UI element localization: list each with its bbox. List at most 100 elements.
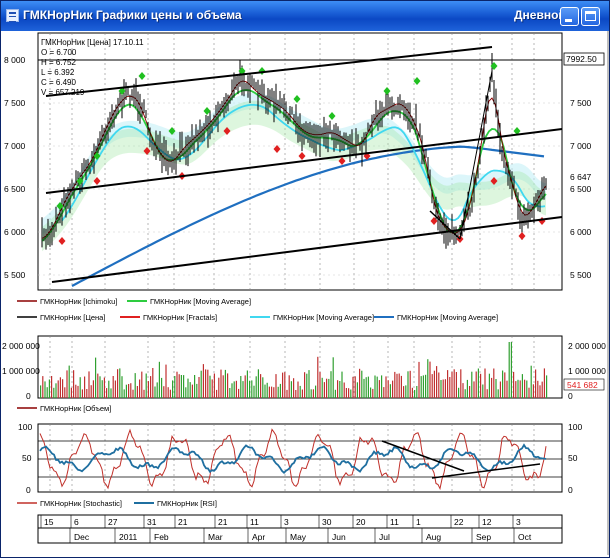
volume-bar bbox=[70, 387, 72, 398]
volume-bar bbox=[299, 385, 301, 398]
volume-bar bbox=[407, 371, 409, 398]
info-line-0: ГМКНорНик [Цена] 17.10.11 bbox=[41, 38, 144, 47]
volume-bar bbox=[365, 377, 367, 398]
price-tick-left-1: 7 500 bbox=[4, 98, 26, 108]
osc-trendline-down[interactable] bbox=[381, 440, 465, 472]
volume-bar bbox=[200, 370, 202, 398]
volume-bar bbox=[436, 366, 438, 398]
volume-bar bbox=[68, 365, 70, 398]
time-month-label: Sep bbox=[476, 532, 491, 542]
fractal-up-marker bbox=[328, 112, 336, 120]
volume-bar bbox=[546, 375, 548, 398]
volume-bar bbox=[211, 379, 213, 398]
title-bar[interactable]: ГМКНорНик Графики цены и объема Дневной bbox=[1, 1, 609, 31]
period-label[interactable]: Дневной bbox=[514, 8, 566, 22]
volume-bar bbox=[359, 368, 361, 398]
volume-bar bbox=[202, 364, 204, 398]
volume-bar bbox=[480, 373, 482, 398]
volume-bar bbox=[396, 373, 398, 398]
trend-line-upper[interactable] bbox=[45, 46, 493, 97]
trend-line-up-short[interactable] bbox=[459, 70, 493, 240]
volume-bar bbox=[145, 373, 147, 398]
volume-tick-right-2: 0 bbox=[568, 391, 573, 401]
volume-bar bbox=[282, 372, 284, 398]
fractal-down-marker bbox=[490, 177, 498, 185]
volume-bar bbox=[460, 369, 462, 398]
volume-bar bbox=[462, 383, 464, 398]
osc-trendline-up[interactable] bbox=[431, 463, 541, 479]
volume-bar bbox=[310, 389, 312, 398]
volume-bar bbox=[420, 376, 422, 398]
price-tick-right-3: 6 000 bbox=[570, 227, 592, 237]
time-month-label: May bbox=[290, 532, 307, 542]
time-day-label: 1 bbox=[416, 517, 421, 527]
volume-bar bbox=[319, 372, 321, 398]
volume-bar bbox=[495, 379, 497, 398]
trend-line-lower[interactable] bbox=[51, 216, 563, 283]
fractal-up-marker bbox=[168, 127, 176, 135]
volume-bar bbox=[121, 376, 123, 398]
fractal-up-marker bbox=[56, 202, 64, 210]
time-month-label: Dec bbox=[74, 532, 90, 542]
volume-bar bbox=[447, 370, 449, 398]
volume-bar bbox=[488, 373, 490, 398]
price-tick-left-3: 6 500 bbox=[4, 184, 26, 194]
volume-bar bbox=[136, 386, 138, 398]
volume-bar bbox=[264, 384, 266, 398]
fractal-down-marker bbox=[518, 232, 526, 240]
volume-bar bbox=[279, 383, 281, 398]
volume-bar bbox=[515, 381, 517, 398]
volume-bar bbox=[174, 376, 176, 398]
volume-bar bbox=[367, 376, 369, 398]
volume-bar bbox=[416, 386, 418, 398]
volume-bar bbox=[216, 389, 218, 398]
time-day-label: 3 bbox=[284, 517, 289, 527]
trend-line-down-short[interactable] bbox=[429, 210, 461, 240]
osc-tick-right-1: 50 bbox=[568, 453, 578, 463]
volume-bar bbox=[73, 370, 75, 398]
price-tick-left-4: 6 000 bbox=[4, 227, 26, 237]
volume-bar bbox=[403, 386, 405, 398]
volume-bar bbox=[178, 374, 180, 398]
volume-bar bbox=[374, 375, 376, 398]
window-border-right bbox=[607, 31, 609, 555]
volume-bar bbox=[484, 368, 486, 398]
price-legend: ГМКНорНик [Ichimoku] ГМКНорНик [Moving A… bbox=[17, 297, 498, 322]
volume-bar bbox=[231, 383, 233, 398]
volume-bar bbox=[449, 377, 451, 398]
volume-bar bbox=[370, 387, 372, 398]
volume-bar bbox=[268, 386, 270, 398]
volume-bar bbox=[295, 390, 297, 398]
minimize-button[interactable] bbox=[560, 7, 579, 26]
oscillator-panel[interactable] bbox=[37, 423, 563, 493]
volume-bar bbox=[77, 385, 79, 398]
fractal-up-marker bbox=[93, 152, 101, 160]
time-day-label: 27 bbox=[108, 517, 118, 527]
volume-bar bbox=[81, 389, 83, 398]
maximize-button[interactable] bbox=[581, 7, 600, 26]
volume-bar bbox=[233, 381, 235, 398]
chart-area[interactable]: ГМКНорНик [Цена] 17.10.11 O = 6.700 H = … bbox=[2, 31, 607, 555]
volume-bar bbox=[304, 372, 306, 398]
volume-bar bbox=[88, 371, 90, 398]
volume-bar bbox=[482, 384, 484, 398]
volume-bar bbox=[255, 376, 257, 398]
volume-bar bbox=[385, 376, 387, 398]
trend-line-middle[interactable] bbox=[45, 128, 563, 194]
volume-bar bbox=[363, 378, 365, 398]
time-month-label: Feb bbox=[154, 532, 169, 542]
legend-fractals: ГМКНорНик [Fractals] bbox=[143, 313, 217, 322]
fractal-up-marker bbox=[238, 67, 246, 75]
volume-bar bbox=[535, 369, 537, 398]
fractal-down-marker bbox=[223, 127, 231, 135]
volume-bar bbox=[251, 380, 253, 398]
volume-bar bbox=[398, 373, 400, 398]
legend-ma-blue: ГМКНорНик [Moving Average] bbox=[397, 313, 498, 322]
volume-bar bbox=[427, 359, 429, 398]
volume-bar bbox=[466, 379, 468, 398]
minimize-icon bbox=[565, 19, 572, 22]
volume-bar bbox=[260, 374, 262, 398]
price-tick-right-2: 6 500 bbox=[570, 184, 592, 194]
oscillator-legend: ГМКНорНик [Stochastic] ГМКНорНик [RSI] bbox=[17, 499, 217, 508]
volume-bar bbox=[176, 371, 178, 398]
